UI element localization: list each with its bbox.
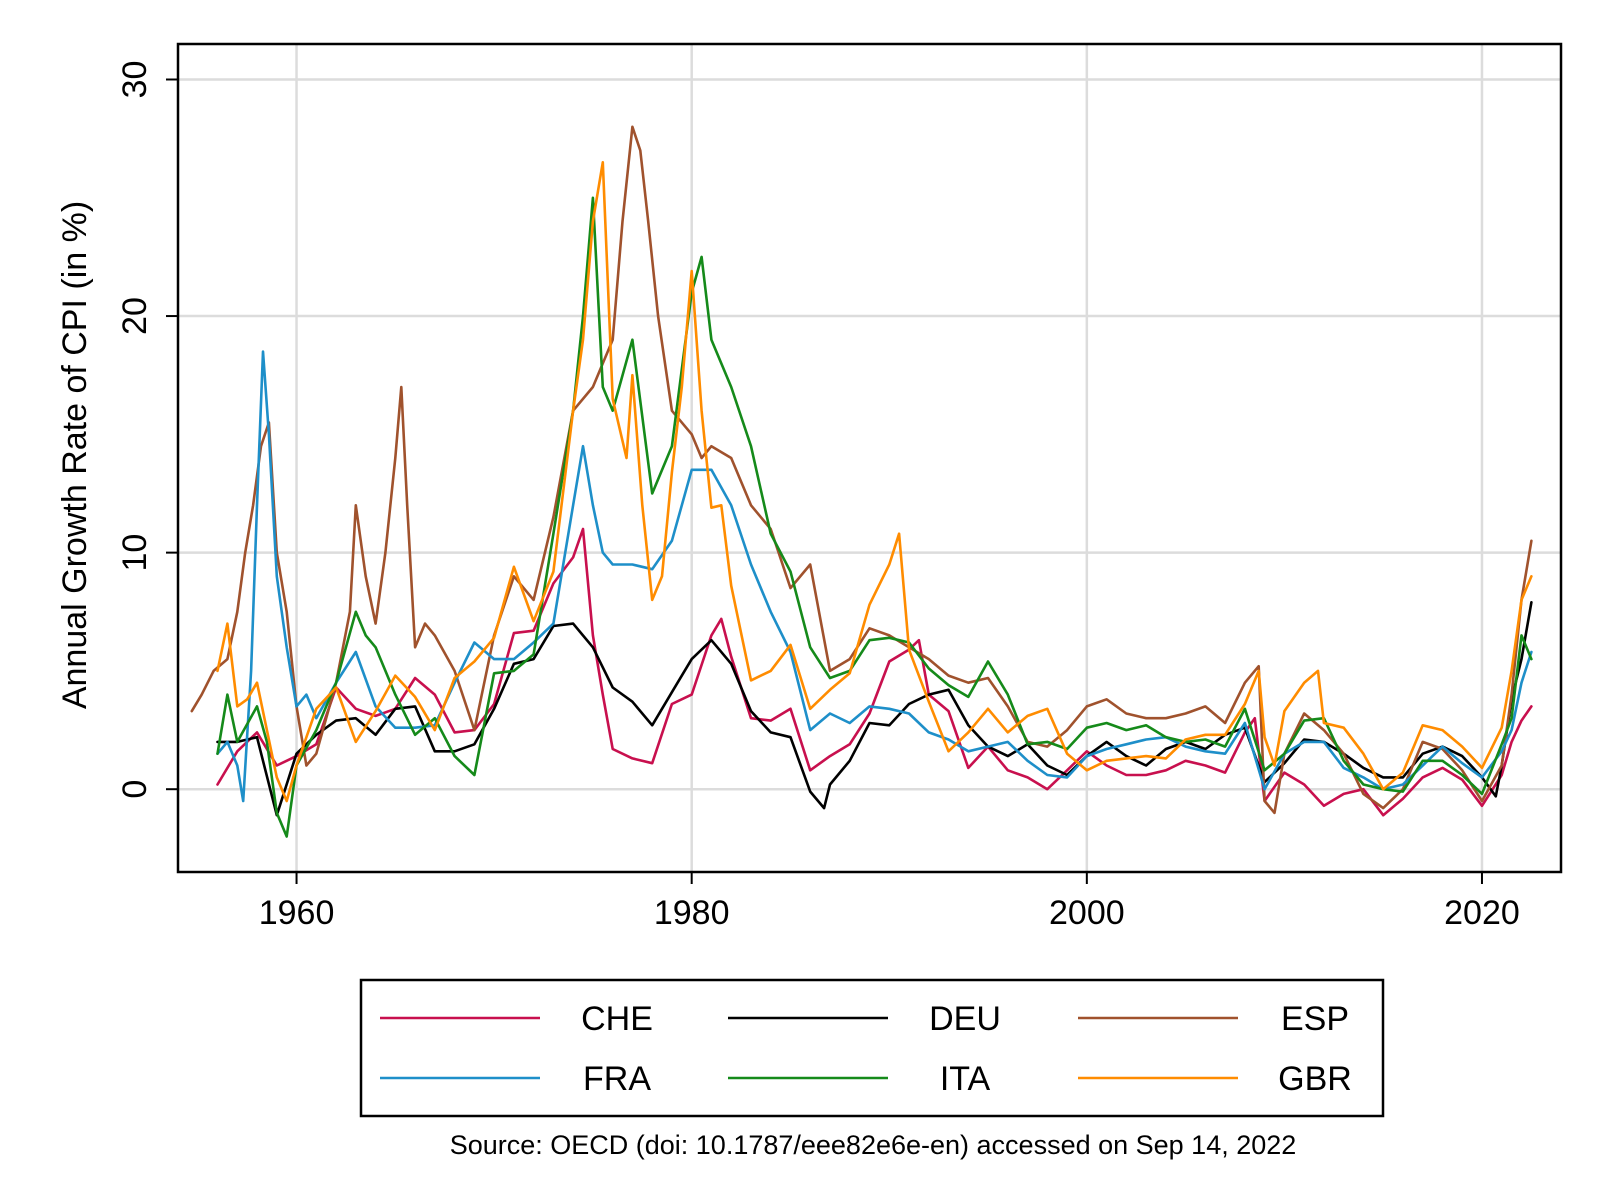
plot-frame (176, 42, 1563, 874)
grid-lines (178, 44, 1561, 872)
legend-label-gbr: GBR (1278, 1060, 1352, 1098)
series-line-ita (216, 196, 1533, 838)
y-tick-label: 20 (116, 297, 154, 335)
x-tick-label: 1980 (654, 894, 730, 932)
axis-ticks: 1960 1980 2000 2020 0 10 20 30 (116, 61, 1520, 932)
source-note: Source: OECD (doi: 10.1787/eee82e6e-en) … (450, 1130, 1297, 1160)
legend-label-deu: DEU (929, 1000, 1001, 1038)
series-line-che (216, 527, 1533, 817)
legend-label-esp: ESP (1281, 1000, 1349, 1038)
x-tick-label: 2020 (1444, 894, 1520, 932)
series-line-esp (190, 125, 1533, 815)
legend-label-che: CHE (581, 1000, 653, 1038)
y-axis-title: Annual Growth Rate of CPI (in %) (56, 201, 94, 709)
y-tick-label: 30 (116, 61, 154, 99)
y-tick-label: 10 (116, 534, 154, 572)
legend: CHE DEU ESP FRA ITA GBR (359, 978, 1385, 1118)
legend-label-fra: FRA (583, 1060, 651, 1098)
series-line-deu (216, 600, 1533, 817)
series-line-gbr (216, 161, 1533, 803)
legend-label-ita: ITA (940, 1060, 991, 1098)
legend-box (359, 978, 1385, 1118)
series-lines (190, 125, 1533, 838)
x-tick-label: 2000 (1049, 894, 1125, 932)
x-tick-label: 1960 (259, 894, 335, 932)
y-tick-label: 0 (116, 780, 154, 799)
